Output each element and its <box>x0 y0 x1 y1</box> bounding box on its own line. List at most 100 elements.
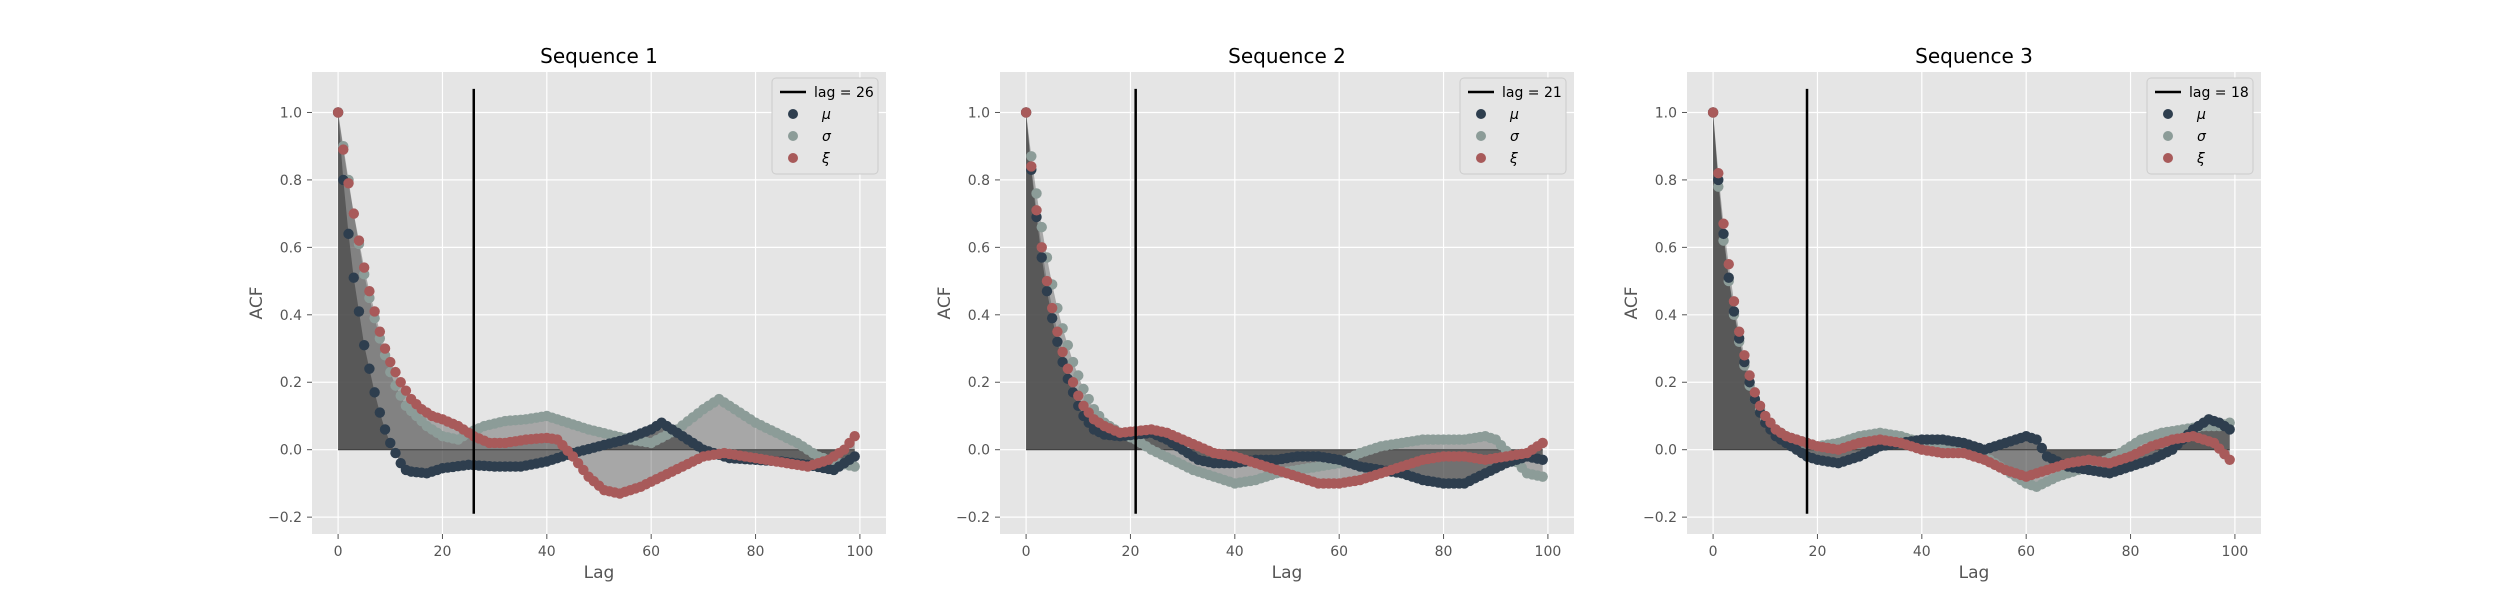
subplot-sequence-1: 0 20 40 60 80 100 −0.2 0.0 0.2 0.4 0.6 0.8 1.0 Sequ… <box>247 44 886 583</box>
acf-point-mu <box>358 339 370 351</box>
x-tick-label: 60 <box>2017 544 2035 560</box>
legend-xi-label: ξ <box>2196 151 2205 167</box>
acf-point-xi <box>348 208 359 219</box>
acf-point-mu <box>1723 272 1734 283</box>
acf-point-xi <box>1073 390 1084 401</box>
x-tick-label: 0 <box>1709 544 1718 560</box>
y-tick-label: −0.2 <box>956 510 990 526</box>
y-tick-label: 0.4 <box>968 308 990 324</box>
y-tick-labels: −0.2 0.0 0.2 0.4 0.6 0.8 1.0 <box>956 105 1000 526</box>
acf-point-xi <box>1713 167 1724 179</box>
acf-point-mu <box>343 228 354 240</box>
legend-lag-label: lag = 21 <box>1502 85 1562 101</box>
x-tick-labels: 0 20 40 60 80 100 <box>1022 534 1562 560</box>
legend-lag-label: lag = 18 <box>2189 85 2249 101</box>
acf-point-xi <box>1020 107 1032 118</box>
acf-point-mu <box>1537 454 1548 466</box>
acf-point-sigma <box>1031 188 1042 199</box>
legend-mu-marker <box>2163 109 2173 119</box>
chart-title: Sequence 3 <box>1915 44 2033 68</box>
acf-point-mu <box>1041 285 1053 297</box>
acf-point-xi <box>1749 387 1761 398</box>
acf-point-xi <box>1046 302 1058 314</box>
x-tick-label: 80 <box>747 544 765 560</box>
acf-point-xi <box>369 306 380 317</box>
acf-point-xi <box>1707 107 1719 118</box>
acf-fill-sigma <box>1026 112 1543 484</box>
acf-point-mu <box>353 306 365 317</box>
y-tick-label: 0.6 <box>968 240 990 256</box>
y-tick-label: −0.2 <box>1643 510 1677 526</box>
y-tick-label: 0.2 <box>968 375 990 391</box>
acf-point-sigma <box>1537 471 1548 482</box>
legend-mu-label: μ <box>821 107 831 123</box>
acf-point-xi <box>2224 454 2235 466</box>
acf-point-xi <box>379 343 391 354</box>
y-tick-labels: −0.2 0.0 0.2 0.4 0.6 0.8 1.0 <box>1643 105 1687 526</box>
acf-point-mu <box>1046 312 1058 324</box>
chart-title: Sequence 1 <box>540 44 658 68</box>
legend-sigma-marker <box>1476 131 1486 141</box>
x-axis-label: Lag <box>1959 563 1990 583</box>
x-tick-label: 40 <box>538 544 556 560</box>
y-tick-label: 1.0 <box>968 105 990 121</box>
subplot-sequence-3: 0 20 40 60 80 100 −0.2 0.0 0.2 0.4 0.6 0.8 1.0 Sequ… <box>1622 44 2261 583</box>
acf-point-xi <box>1728 296 1740 307</box>
acf-point-mu <box>1036 252 1047 263</box>
legend-sigma-label: σ <box>822 129 832 145</box>
acf-point-mu <box>2031 434 2042 445</box>
legend-mu-label: μ <box>1509 107 1519 123</box>
y-tick-label: −0.2 <box>268 510 302 526</box>
legend-mu-marker <box>1476 109 1486 119</box>
legend-box <box>771 77 879 175</box>
acf-point-xi <box>1718 218 1729 229</box>
acf-point-mu <box>374 407 386 418</box>
legend-xi-marker <box>1476 153 1486 163</box>
acf-point-mu <box>369 387 380 398</box>
acf-point-xi <box>395 377 406 388</box>
legend-xi-marker <box>788 153 798 163</box>
acf-fill-region <box>1026 112 1543 484</box>
chart-title: Sequence 2 <box>1228 44 1346 68</box>
y-axis-label: ACF <box>1622 287 1642 320</box>
y-tick-labels: −0.2 0.0 0.2 0.4 0.6 0.8 1.0 <box>268 105 312 526</box>
x-tick-label: 40 <box>1913 544 1931 560</box>
acf-point-xi <box>1057 346 1068 358</box>
x-tick-label: 20 <box>1122 544 1140 560</box>
x-axis-label: Lag <box>584 563 615 583</box>
x-tick-labels: 0 20 40 60 80 100 <box>334 534 873 560</box>
y-tick-label: 1.0 <box>280 105 302 121</box>
x-tick-label: 20 <box>434 544 452 560</box>
legend-sigma-marker <box>788 131 798 141</box>
acf-point-xi <box>385 356 396 368</box>
acf-point-xi <box>1754 400 1766 412</box>
legend-mu-marker <box>788 109 798 119</box>
subplot-sequence-2: 0 20 40 60 80 100 −0.2 0.0 0.2 0.4 0.6 0.8 1.0 Sequ… <box>935 44 1574 583</box>
acf-point-xi <box>1744 370 1755 381</box>
acf-fill-xi <box>338 112 855 494</box>
acf-point-mu <box>1052 336 1063 347</box>
acf-point-xi <box>849 431 860 442</box>
acf-point-sigma <box>1026 151 1037 162</box>
acf-point-xi <box>1052 326 1063 337</box>
y-tick-label: 1.0 <box>1655 105 1677 121</box>
acf-point-mu <box>1718 228 1729 240</box>
acf-point-xi <box>1041 275 1053 287</box>
y-axis-label: ACF <box>247 287 267 320</box>
y-tick-label: 0.4 <box>280 308 302 324</box>
legend-box <box>2146 77 2254 175</box>
y-tick-label: 0.4 <box>1655 308 1677 324</box>
y-tick-label: 0.2 <box>1655 375 1677 391</box>
acf-point-xi <box>390 366 401 378</box>
acf-point-mu <box>2224 424 2235 435</box>
acf-point-xi <box>1733 326 1745 337</box>
x-tick-label: 100 <box>1535 544 1562 560</box>
y-tick-label: 0.0 <box>280 443 302 459</box>
acf-point-xi <box>338 144 349 155</box>
acf-point-sigma <box>1036 221 1047 233</box>
y-tick-label: 0.0 <box>1655 443 1677 459</box>
x-tick-label: 0 <box>1022 544 1031 560</box>
y-tick-label: 0.8 <box>280 173 302 189</box>
x-tick-label: 60 <box>642 544 660 560</box>
